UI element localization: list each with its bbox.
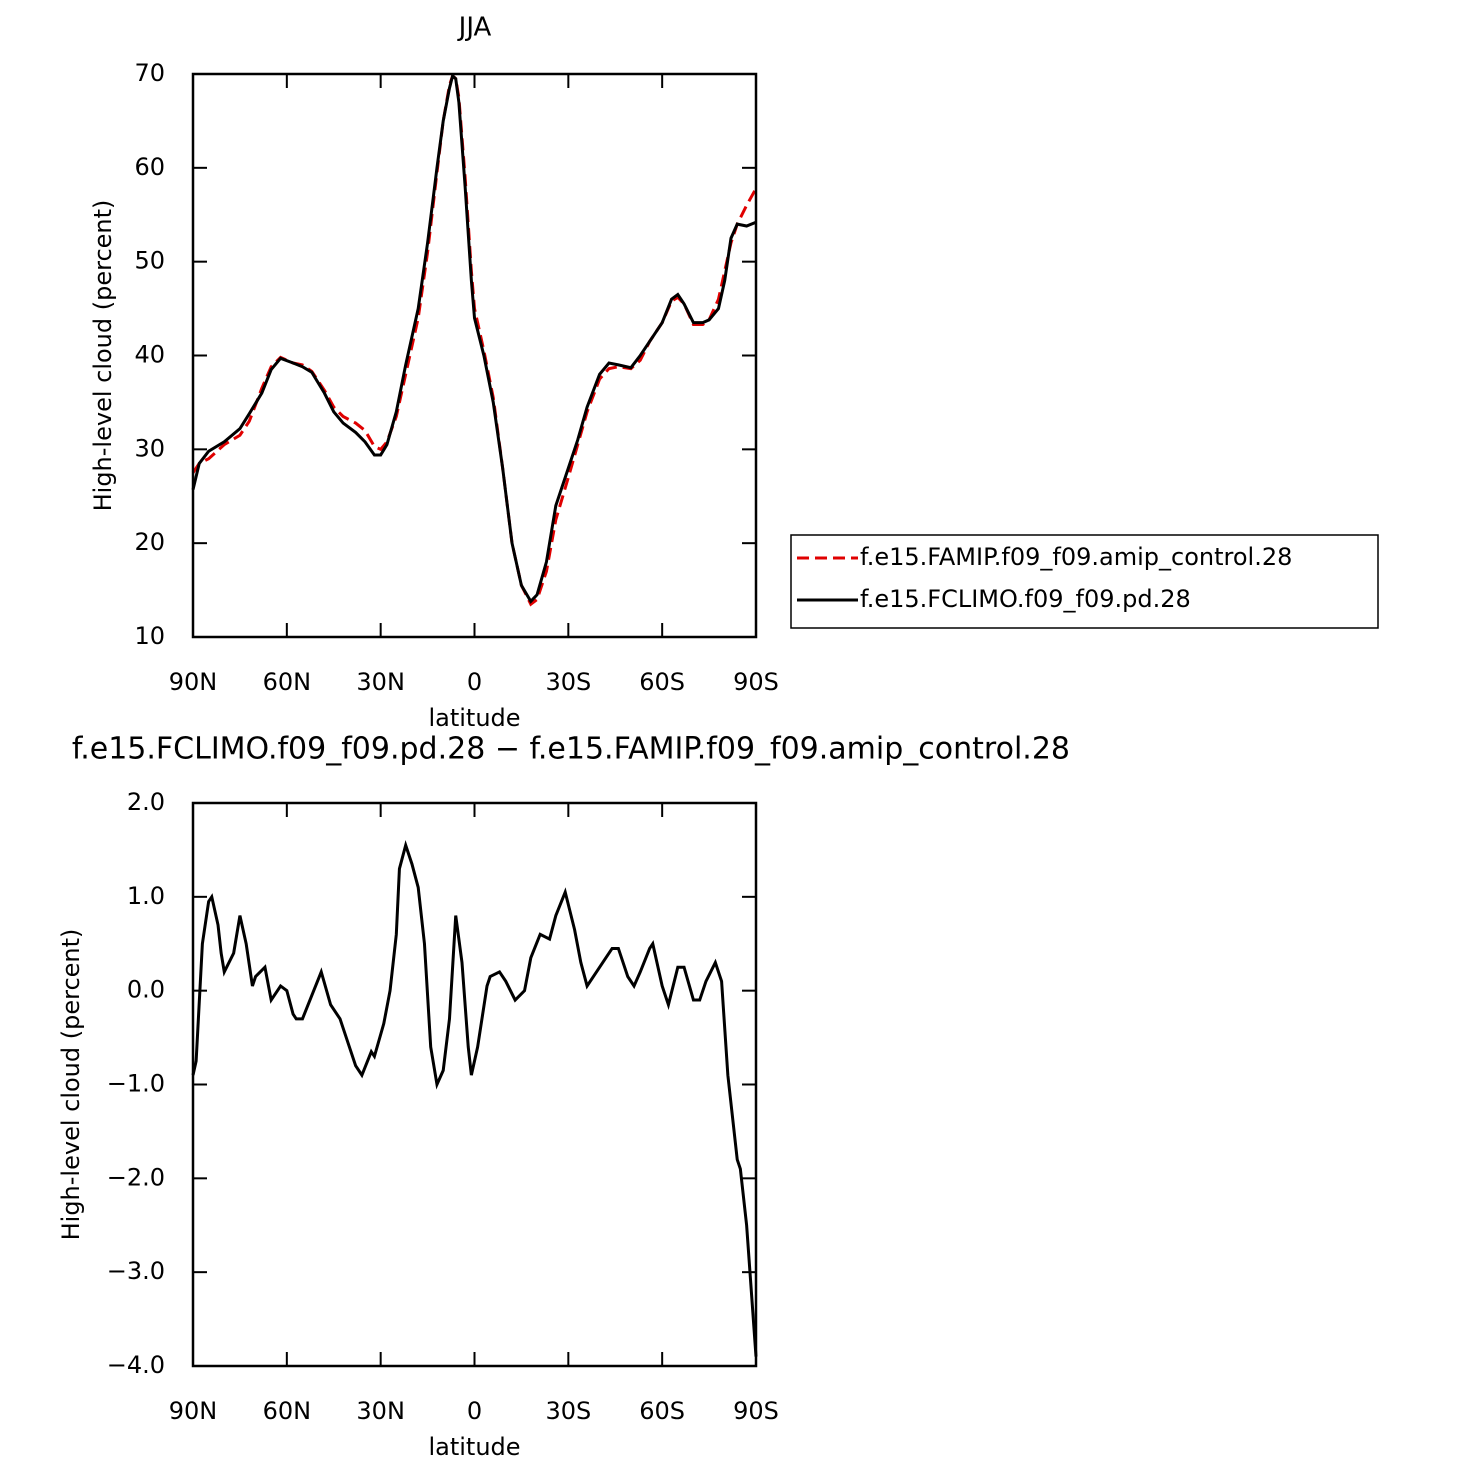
x-tick-label: 30N: [356, 668, 405, 696]
x-axis-label: latitude: [428, 704, 520, 732]
chart-title: f.e15.FCLIMO.f09_f09.pd.28 − f.e15.FAMIP…: [72, 732, 1070, 767]
x-tick-label: 0: [467, 1397, 482, 1425]
data-line: [191, 73, 757, 604]
y-tick-label: 1.0: [127, 882, 165, 910]
x-tick-label: 30S: [545, 668, 591, 696]
y-tick-label: 60: [134, 153, 165, 181]
legend-label: f.e15.FAMIP.f09_f09.amip_control.28: [860, 543, 1292, 571]
legend-label: f.e15.FCLIMO.f09_f09.pd.28: [860, 585, 1191, 613]
x-tick-label: 0: [467, 668, 482, 696]
x-tick-label: 60S: [639, 668, 685, 696]
chart-title: JJA: [457, 13, 492, 43]
y-tick-label: 10: [134, 622, 165, 650]
x-tick-label: 30N: [356, 1397, 405, 1425]
y-tick-label: −4.0: [107, 1351, 165, 1379]
y-axis-label: High-level cloud (percent): [57, 929, 85, 1241]
y-tick-label: 50: [134, 247, 165, 275]
x-tick-label: 90S: [733, 668, 779, 696]
x-tick-label: 90N: [169, 668, 218, 696]
y-tick-label: 2.0: [127, 788, 165, 816]
y-tick-label: 20: [134, 528, 165, 556]
x-tick-label: 90S: [733, 1397, 779, 1425]
plot-frame: [191, 801, 758, 1368]
legend-box: [790, 534, 1379, 629]
y-tick-label: 70: [134, 59, 165, 87]
y-tick-label: 30: [134, 434, 165, 462]
data-line: [191, 840, 758, 1357]
data-line: [191, 73, 758, 607]
y-tick-label: 0.0: [127, 976, 165, 1004]
x-axis-label: latitude: [428, 1433, 520, 1461]
x-tick-label: 90N: [169, 1397, 218, 1425]
x-tick-label: 60N: [263, 668, 312, 696]
y-axis-label: High-level cloud (percent): [89, 200, 117, 512]
plot-frame: [191, 72, 758, 639]
y-tick-label: 40: [134, 341, 165, 369]
y-tick-label: −3.0: [107, 1257, 165, 1285]
x-tick-label: 60S: [639, 1397, 685, 1425]
x-tick-label: 60N: [263, 1397, 312, 1425]
y-tick-label: −2.0: [107, 1163, 165, 1191]
x-tick-label: 30S: [545, 1397, 591, 1425]
y-tick-label: −1.0: [107, 1070, 165, 1098]
